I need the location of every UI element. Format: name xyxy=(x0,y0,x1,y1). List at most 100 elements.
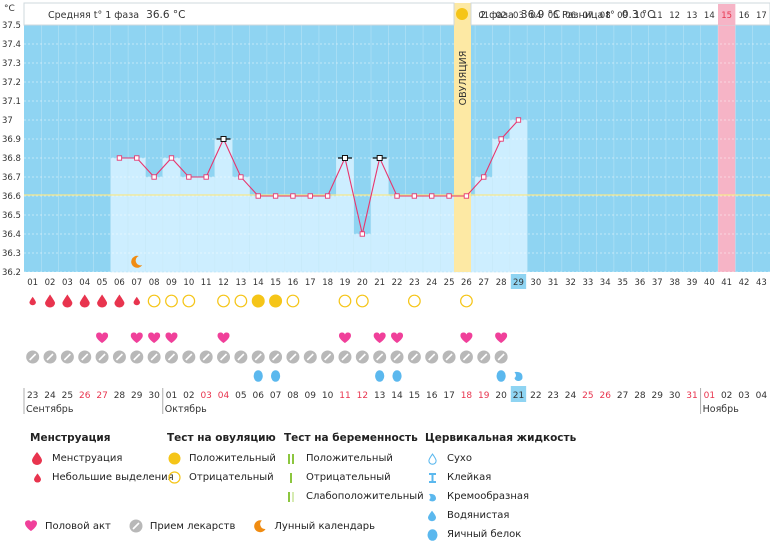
cycle-day-label: 22 xyxy=(392,278,403,288)
open-circle-icon xyxy=(165,294,178,308)
pill-icon-stroke xyxy=(150,353,158,361)
legend-menstruation: Менструация Менструация Небольшие выделе… xyxy=(30,432,174,487)
temperature-point xyxy=(324,193,331,199)
legend-mucus-egg: Яичный белок xyxy=(425,525,576,544)
legend-menstruation-small: Небольшие выделения xyxy=(30,468,174,487)
pill-icon-stroke xyxy=(133,353,141,361)
pill-icon-stroke xyxy=(254,353,262,361)
legend-mucus-sticky: Клейкая xyxy=(425,468,576,487)
calendar-date: 12 xyxy=(357,391,368,401)
calendar-date: 01 xyxy=(704,391,715,401)
heart-icon xyxy=(495,332,508,343)
blood-drop-icon xyxy=(30,452,44,466)
blood-drop-icon xyxy=(79,294,90,308)
cycle-day-label: 26 xyxy=(461,278,472,288)
calendar-date: 29 xyxy=(131,391,143,401)
cycle-day-label: 14 xyxy=(253,278,264,288)
cycle-day-label: 42 xyxy=(739,278,750,288)
pill-icon-stroke xyxy=(306,353,314,361)
phase1-label: Средняя t° 1 фаза xyxy=(48,10,139,21)
open-circle-icon xyxy=(234,294,248,308)
y-tick-label: 36.9 xyxy=(2,135,21,145)
pill-icon-stroke xyxy=(202,353,210,361)
temperature-point xyxy=(272,193,279,199)
pill-icon-stroke xyxy=(289,353,297,361)
egg-white-icon xyxy=(375,370,385,382)
y-tick-label: 36.2 xyxy=(2,268,21,278)
cycle-day-label: 06 xyxy=(114,278,125,288)
legend-mucus: Цервикальная жидкость Сухо Клейкая Кремо… xyxy=(425,432,576,544)
open-circle-icon xyxy=(407,294,421,308)
open-circle-icon xyxy=(355,294,369,308)
top-day-label: 08 xyxy=(600,11,611,21)
y-tick-label: 36.8 xyxy=(2,154,21,164)
small-drop-icon xyxy=(29,296,36,306)
legend-mucus-dry: Сухо xyxy=(425,449,576,468)
pill-icon-stroke xyxy=(185,353,193,361)
temperature-point xyxy=(394,193,400,199)
calendar-date: 03 xyxy=(738,391,749,401)
temperature-point xyxy=(376,155,383,161)
top-day-label: 15 xyxy=(721,11,732,21)
svg-text:Средняя t° 1 фаза 36.6 °C: Средняя t° 1 фаза 36.6 °C xyxy=(48,9,185,21)
temperature-point xyxy=(307,193,313,199)
cycle-day-label: 10 xyxy=(183,278,194,288)
single-bar-icon xyxy=(284,471,298,485)
cycle-day-label: 41 xyxy=(721,278,732,288)
double-bar-icon xyxy=(284,452,298,466)
pill-icon-stroke xyxy=(341,353,349,361)
small-drop-icon xyxy=(30,471,44,485)
open-circle-icon xyxy=(182,294,196,308)
legend-bottom: Половой акт Прием лекарств Лунный календ… xyxy=(24,519,393,533)
legend-menstruation-small-label: Небольшие выделения xyxy=(52,472,174,483)
pill-icon-stroke xyxy=(46,353,54,361)
calendar-date: 14 xyxy=(391,391,403,401)
cycle-day-label: 18 xyxy=(322,278,333,288)
cycle-day-label: 20 xyxy=(357,278,368,288)
top-day-label: 11 xyxy=(652,11,663,21)
open-circle-icon xyxy=(460,294,473,308)
month-label: Сентябрь xyxy=(26,404,74,415)
top-day-label: 10 xyxy=(635,11,646,21)
legend-intercourse-label: Половой акт xyxy=(45,520,111,532)
temp-column xyxy=(231,176,250,273)
egg-white-icon xyxy=(270,370,281,382)
top-day-highlight xyxy=(718,4,736,25)
cycle-day-label: 13 xyxy=(235,278,246,288)
moon-icon xyxy=(253,519,267,533)
temperature-point xyxy=(515,117,522,123)
legend-menstruation-title: Менструация xyxy=(30,432,111,444)
open-circle-icon xyxy=(167,471,181,485)
calendar-date: 28 xyxy=(114,391,126,401)
cycle-day-label: 25 xyxy=(444,278,455,288)
top-day-label: 14 xyxy=(704,11,715,21)
top-day-label: 02 xyxy=(496,11,507,21)
cycle-day-label: 40 xyxy=(704,278,715,288)
ovulation-band xyxy=(454,3,471,272)
temperature-point xyxy=(481,174,487,180)
cycle-day-label: 30 xyxy=(530,278,541,288)
temperature-point xyxy=(341,155,348,161)
calendar-date: 23 xyxy=(547,391,558,401)
cycle-day-label: 12 xyxy=(218,278,229,288)
month-label: Октябрь xyxy=(165,404,207,415)
egg-white-icon xyxy=(253,370,263,382)
legend-mucus-dry-label: Сухо xyxy=(447,453,472,464)
calendar-date: 30 xyxy=(148,391,160,401)
temp-column xyxy=(214,138,233,273)
calendar-date: 03 xyxy=(200,391,211,401)
calendar-date: 06 xyxy=(252,391,264,401)
open-circle-icon xyxy=(286,294,300,308)
calendar-date: 13 xyxy=(374,391,385,401)
y-tick-label: 36.6 xyxy=(2,192,21,202)
month-label: Ноябрь xyxy=(703,404,740,415)
ovulation-label: ОВУЛЯЦИЯ xyxy=(458,51,469,106)
cycle-day-label: 31 xyxy=(548,278,559,288)
calendar-date: 04 xyxy=(756,391,768,401)
legend-pregnancy-title: Тест на беременность xyxy=(284,432,418,444)
egg-white-icon xyxy=(496,370,506,382)
top-day-label: 06 xyxy=(565,11,576,21)
temp-column xyxy=(474,176,493,273)
calendar-date: 08 xyxy=(287,391,299,401)
legend-moon-label: Лунный календарь xyxy=(274,520,375,532)
